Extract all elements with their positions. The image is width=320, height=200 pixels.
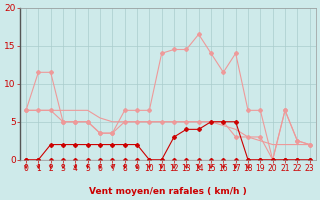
X-axis label: Vent moyen/en rafales ( km/h ): Vent moyen/en rafales ( km/h ): [89, 187, 247, 196]
